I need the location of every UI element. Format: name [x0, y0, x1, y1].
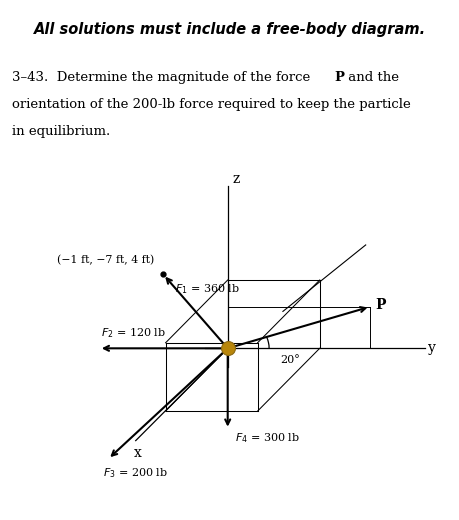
- Text: $F_1$ = 360 lb: $F_1$ = 360 lb: [174, 282, 239, 296]
- FancyArrowPatch shape: [225, 351, 230, 424]
- Text: P: P: [374, 298, 385, 312]
- Text: orientation of the 200-lb force required to keep the particle: orientation of the 200-lb force required…: [11, 98, 409, 111]
- Text: $F_3$ = 200 lb: $F_3$ = 200 lb: [103, 466, 168, 479]
- Text: (−1 ft, −7 ft, 4 ft): (−1 ft, −7 ft, 4 ft): [57, 255, 154, 265]
- Text: P: P: [333, 71, 343, 84]
- Text: All solutions must include a free-body diagram.: All solutions must include a free-body d…: [34, 22, 425, 37]
- Text: 20°: 20°: [280, 355, 300, 365]
- FancyArrowPatch shape: [104, 346, 224, 351]
- Text: 3–43.  Determine the magnitude of the force: 3–43. Determine the magnitude of the for…: [11, 71, 313, 84]
- Text: z: z: [232, 172, 239, 186]
- FancyArrowPatch shape: [230, 307, 364, 347]
- Text: x: x: [134, 446, 142, 460]
- Text: $F_2$ = 120 lb: $F_2$ = 120 lb: [101, 327, 166, 340]
- FancyArrowPatch shape: [166, 278, 225, 346]
- Text: $F_4$ = 300 lb: $F_4$ = 300 lb: [234, 432, 299, 445]
- Text: and the: and the: [343, 71, 398, 84]
- FancyArrowPatch shape: [112, 350, 225, 456]
- Text: y: y: [427, 341, 435, 355]
- Text: in equilibrium.: in equilibrium.: [11, 125, 110, 138]
